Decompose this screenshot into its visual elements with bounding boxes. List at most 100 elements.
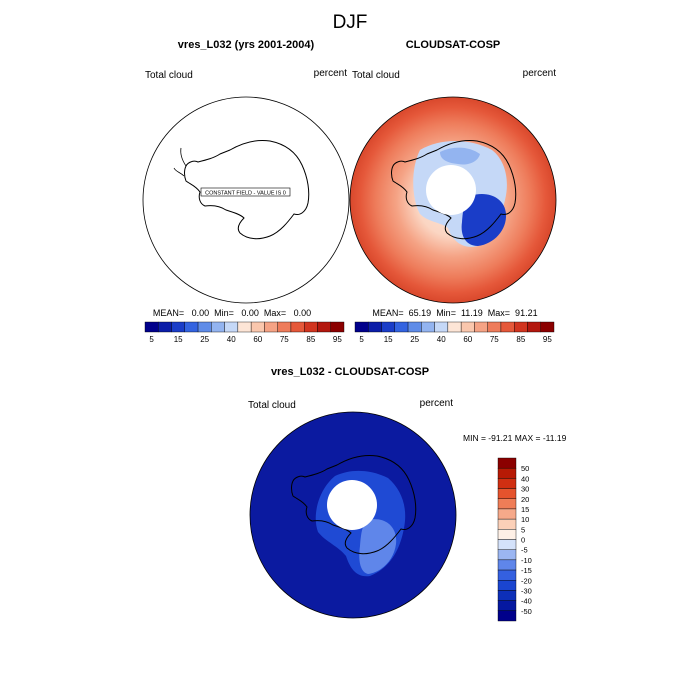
panel-a-colorbar-label-4: 60 (253, 335, 262, 344)
panel-c-colorbar-swatch-2 (497, 478, 517, 489)
panel-b-lowest-cloud-region (461, 194, 507, 246)
panel-a-colorbar-swatch-2 (171, 321, 186, 333)
panel-b-map-border (349, 96, 557, 304)
panel-c-colorbar-swatch-5 (497, 508, 517, 520)
panel-b-colorbar-label-5: 75 (490, 335, 499, 344)
panel-c-colorbar-swatch-6 (497, 518, 517, 530)
panel-b-colorbar-swatch-13 (527, 321, 541, 333)
panel-a-colorbar-swatch-11 (290, 321, 305, 333)
panel-b-colorbar-swatch-11 (500, 321, 515, 333)
panel-b-colorbar-swatch-3 (394, 321, 409, 333)
panel-a-colorbar-swatch-9 (264, 321, 278, 333)
panel-a-stats: MEAN= 0.00 Min= 0.00 Max= 0.00 (153, 308, 311, 318)
panel-b-colorbar-swatch-2 (381, 321, 395, 333)
panel-b-colorbar-swatch-0 (354, 321, 369, 333)
panel-b-left-label: Total cloud (352, 70, 400, 81)
panel-a-constant-box (200, 187, 291, 197)
panel-b-colorbar-swatch-7 (447, 321, 462, 333)
panel-a-colorbar-swatch-3 (184, 321, 199, 333)
panel-a-colorbar-swatch-6 (224, 321, 239, 333)
panel-b-missing-data-hole (426, 165, 476, 215)
panel-a-colorbar-swatch-4 (197, 321, 212, 333)
panel-c-colorbar-label-10: -15 (521, 566, 532, 575)
panel-c-map-border (249, 411, 457, 619)
panel-c-colorbar-swatch-12 (497, 580, 517, 591)
panel-a-colorbar: 5 15 25 40 60 75 85 95 (144, 321, 345, 344)
panel-a-colorbar-swatch-10 (277, 321, 292, 333)
panel-b-title: CLOUDSAT-COSP (406, 39, 501, 51)
panel-c-colorbar-label-3: 20 (521, 495, 529, 504)
panel-c-colorbar-swatch-14 (497, 600, 517, 612)
panel-b-colorbar-swatch-14 (540, 321, 555, 333)
panel-c-colorbar-label-1: 40 (521, 474, 529, 483)
panel-b-colorbar-swatch-12 (514, 321, 528, 333)
panel-c-colorbar-swatch-7 (497, 529, 517, 540)
panel-c-colorbar-label-5: 10 (521, 515, 529, 524)
panel-c-colorbar-label-8: -5 (521, 546, 528, 555)
panel-b-colorbar-swatch-10 (487, 321, 502, 333)
panel-c-colorbar-label-7: 0 (521, 536, 525, 545)
panel-b-colorbar-label-1: 15 (384, 335, 393, 344)
panel-a-colorbar-swatch-7 (237, 321, 252, 333)
panel-b-colorbar-label-4: 60 (463, 335, 472, 344)
panel-c-colorbar-label-0: 50 (521, 464, 529, 473)
panel-a-right-label: percent (314, 68, 348, 79)
panel-c-right-label: percent (420, 398, 454, 409)
panel-a-colorbar-swatch-8 (250, 321, 265, 333)
panel-a-colorbar-label-2: 25 (200, 335, 209, 344)
panel-b-colorbar-swatch-4 (407, 321, 422, 333)
panel-c-colorbar-label-11: -20 (521, 576, 532, 585)
panel-a-colorbar-swatch-0 (144, 321, 159, 333)
panel-b-colorbar-swatch-9 (474, 321, 488, 333)
panel-a-title: vres_L032 (yrs 2001-2004) (178, 39, 315, 51)
panel-c-colorbar-swatch-10 (497, 559, 517, 571)
panel-c-colorbar-swatch-9 (497, 549, 517, 561)
panel-b-colorbar: 5 15 25 40 60 75 85 95 (354, 321, 555, 344)
panel-b-colorbar-label-0: 5 (359, 335, 364, 344)
panel-b-colorbar-swatch-1 (368, 321, 382, 333)
panel-a-colorbar-swatch-14 (330, 321, 345, 333)
panel-a-colorbar-label-3: 40 (227, 335, 236, 344)
panel-c-colorbar-swatch-15 (497, 610, 517, 622)
panel-c-colorbar-swatch-8 (497, 539, 517, 550)
panel-a-colorbar-label-7: 95 (333, 335, 342, 344)
panel-c-title: vres_L032 - CLOUDSAT-COSP (271, 366, 429, 378)
panel-a-left-label: Total cloud (145, 70, 193, 81)
panel-a-colorbar-swatch-1 (158, 321, 172, 333)
panel-a-colorbar-swatch-5 (211, 321, 225, 333)
panel-b-colorbar-swatch-8 (460, 321, 475, 333)
panel-c-colorbar-swatch-13 (497, 590, 517, 601)
panel-b-mid-blue-region (440, 147, 480, 165)
panel-c-missing-data-hole (327, 480, 377, 530)
panel-b-colorbar-label-2: 25 (410, 335, 419, 344)
panel-a-constant-label: CONSTANT FIELD - VALUE IS 0 (205, 191, 286, 197)
panel-c-colorbar-label-6: 5 (521, 525, 525, 534)
panel-c-colorbar-label-2: 30 (521, 485, 529, 494)
panel-a-colorbar-label-1: 15 (174, 335, 183, 344)
panel-b-stats: MEAN= 65.19 Min= 11.19 Max= 91.21 (372, 308, 537, 318)
panel-a-colorbar-label-5: 75 (280, 335, 289, 344)
panel-c-colorbar-swatch-3 (497, 488, 517, 499)
panel-a-colorbar-swatch-12 (304, 321, 318, 333)
panel-b-colorbar-label-7: 95 (543, 335, 552, 344)
panel-c-antarctica-outline (291, 455, 417, 555)
panel-a-map-disk (142, 96, 350, 304)
panel-b-colorbar-label-6: 85 (516, 335, 525, 344)
panel-c-left-label: Total cloud (248, 400, 296, 411)
panel-c-colorbar-swatch-0 (497, 457, 517, 469)
panel-c-colorbar-label-9: -10 (521, 556, 532, 565)
panel-b-right-label: percent (523, 68, 557, 79)
panel-a-peninsula-outline (173, 147, 187, 177)
panel-c-colorbar-label-14: -50 (521, 607, 532, 616)
panel-b-colorbar-swatch-5 (421, 321, 435, 333)
panel-b-antarctica-outline (391, 140, 517, 240)
panel-a-colorbar-label-6: 85 (306, 335, 315, 344)
panel-c-colorbar-label-12: -30 (521, 586, 532, 595)
panel-a-colorbar-label-0: 5 (149, 335, 154, 344)
panel-b-colorbar-label-3: 40 (437, 335, 446, 344)
panel-c-stats: MIN = -91.21 MAX = -11.19 (463, 433, 567, 443)
panel-c-colorbar-swatch-1 (497, 467, 517, 479)
main-title: DJF (333, 12, 368, 33)
